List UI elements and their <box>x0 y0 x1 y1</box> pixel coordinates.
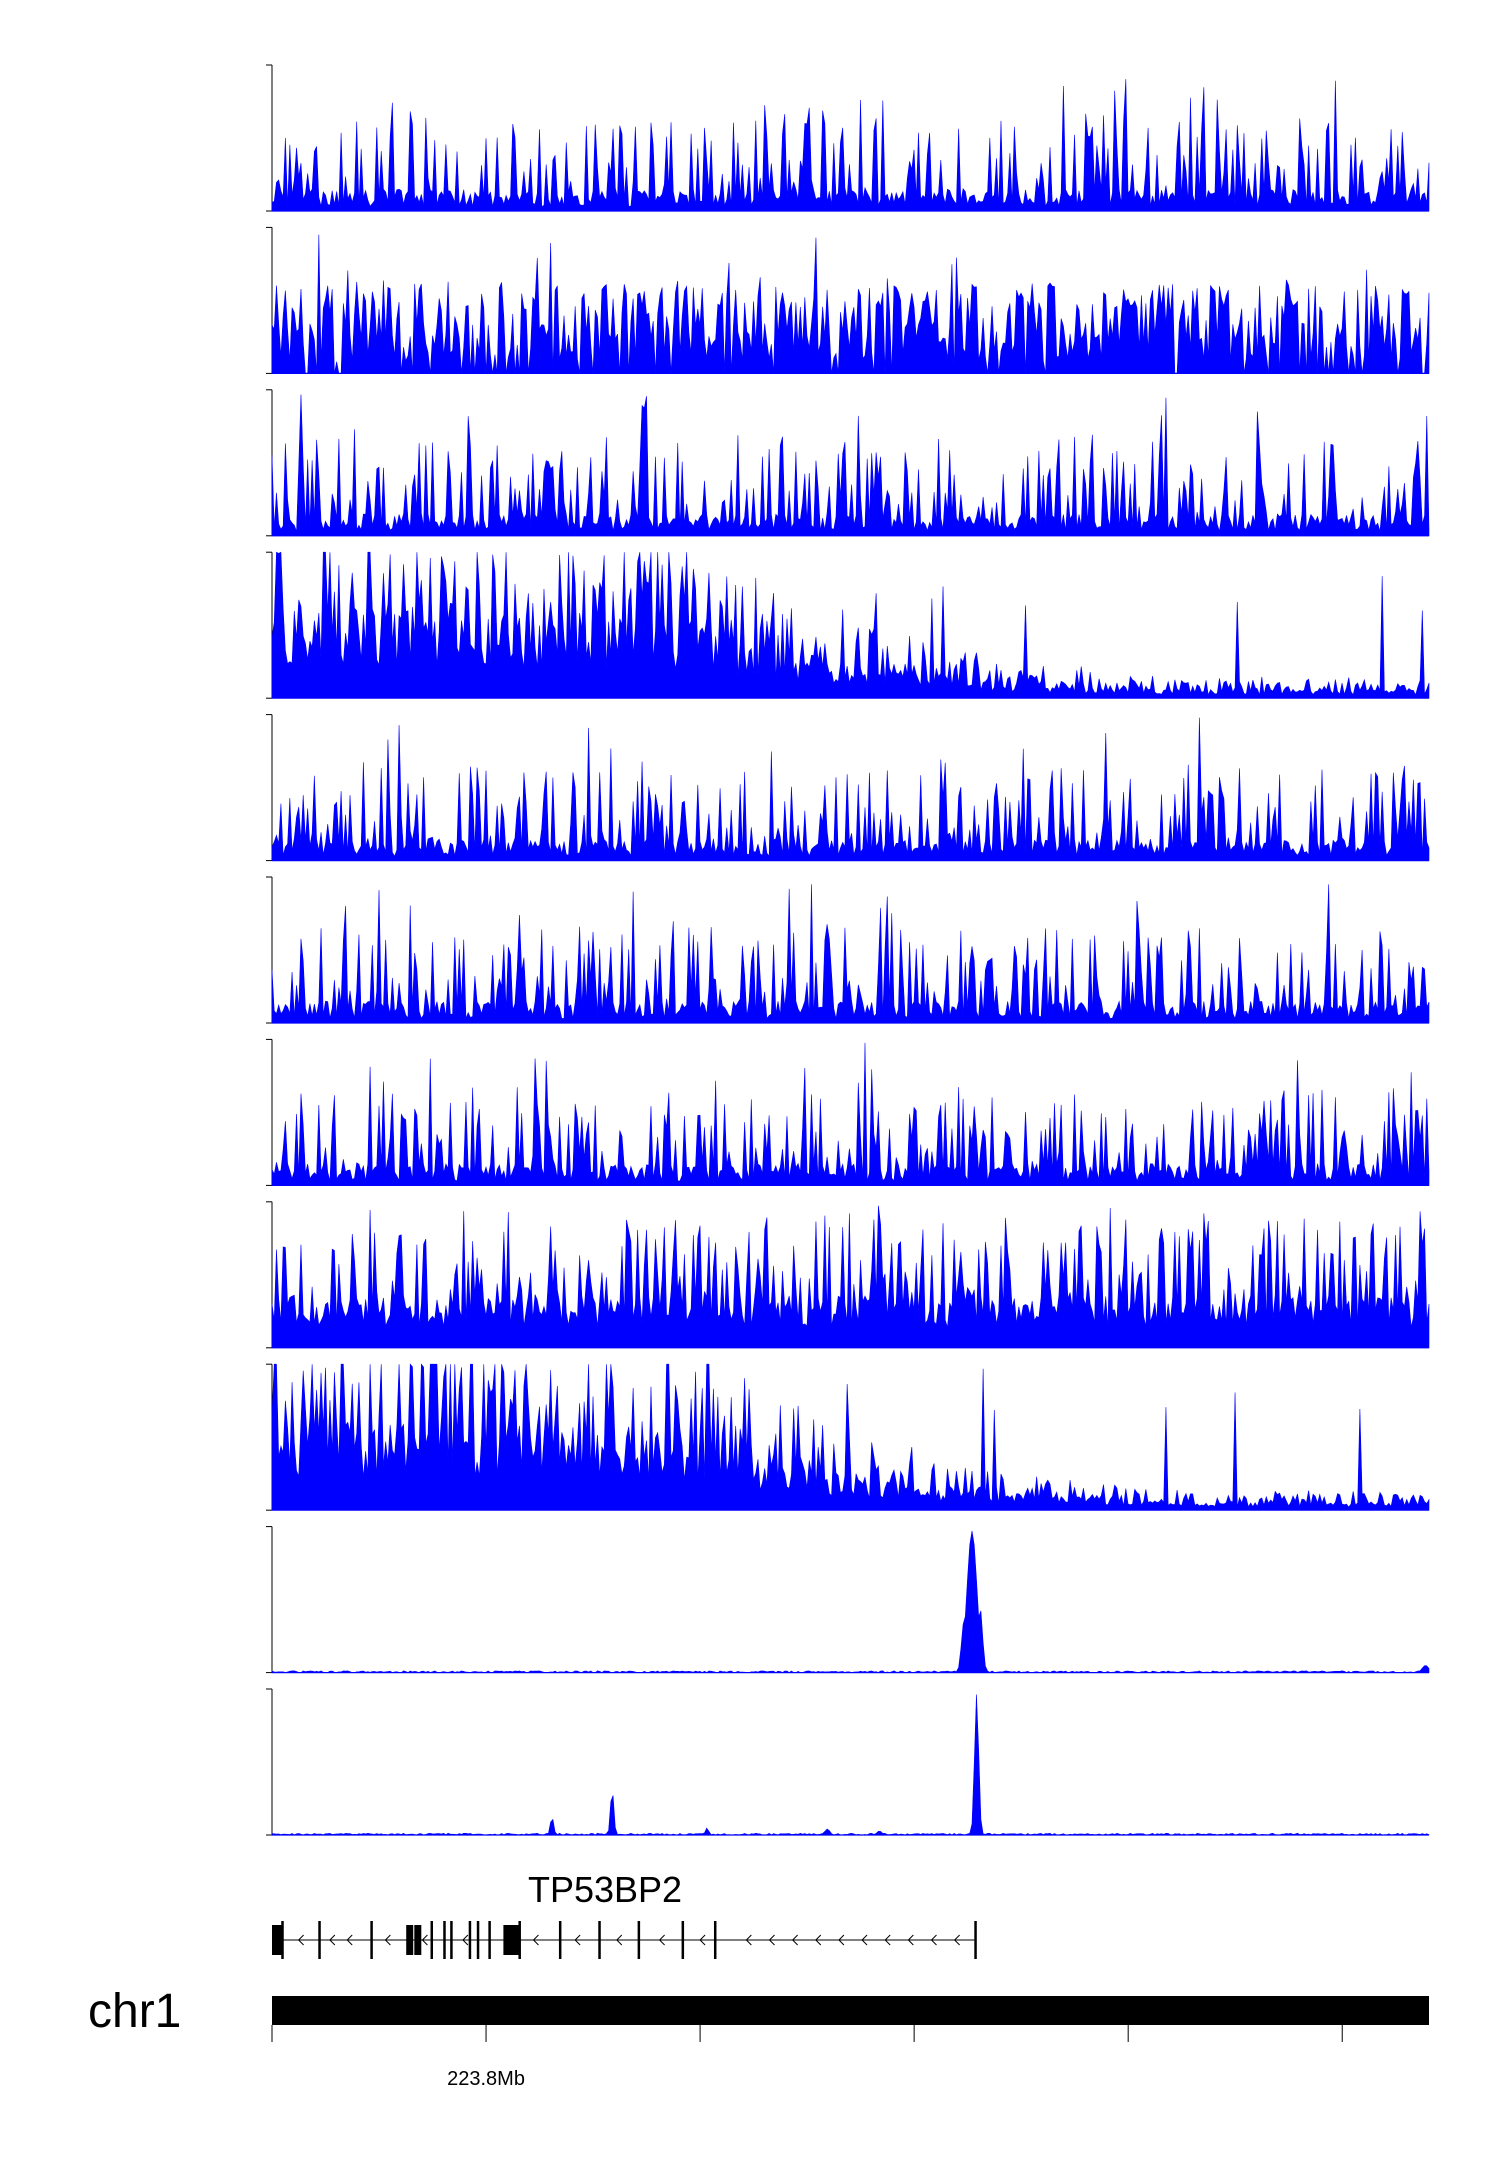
strand-arrow <box>699 1934 706 1946</box>
strand-arrow <box>930 1934 937 1946</box>
coverage-area <box>271 79 1430 212</box>
strand-arrow <box>745 1934 752 1946</box>
strand-arrow <box>815 1934 822 1946</box>
exon <box>488 1921 491 1959</box>
strand-arrow <box>791 1934 799 1946</box>
strand-arrow <box>574 1934 581 1946</box>
exon <box>503 1925 511 1955</box>
exon <box>637 1921 641 1959</box>
track-GSM6824684 <box>266 64 1430 212</box>
coverage-area <box>271 884 1430 1024</box>
exon <box>443 1921 446 1959</box>
track-GSM6824680 <box>266 714 1430 862</box>
strand-arrow <box>346 1934 353 1946</box>
strand-arrow <box>421 1934 428 1946</box>
strand-arrow <box>329 1934 336 1946</box>
strand-arrow <box>616 1934 623 1946</box>
chromosome-ticks <box>271 2025 1343 2042</box>
coverage-area <box>271 1363 1430 1511</box>
chromosome-ideogram: chr1 223.8Mb <box>88 1985 1429 2090</box>
coverage-area <box>271 551 1430 699</box>
strand-arrow <box>768 1934 775 1946</box>
exon <box>281 1921 284 1959</box>
exon <box>406 1925 414 1955</box>
exon <box>468 1921 472 1959</box>
chromosome-bar <box>272 1996 1429 2025</box>
strand-arrow <box>297 1934 304 1946</box>
strand-arrow <box>907 1934 914 1946</box>
coverage-area <box>271 1530 1430 1673</box>
gene-label: TP53BP2 <box>528 1869 682 1910</box>
coverage-area <box>271 717 1430 861</box>
strand-arrow <box>462 1934 469 1946</box>
strand-arrow <box>532 1934 539 1946</box>
exon <box>598 1921 601 1959</box>
track-GSM6824679 <box>266 876 1430 1024</box>
strand-arrow <box>384 1934 391 1946</box>
exon <box>558 1921 562 1959</box>
position-label: 223.8Mb <box>447 2068 525 2090</box>
exon <box>370 1921 373 1959</box>
exon <box>430 1921 434 1959</box>
track-GSM6824675 <box>266 1526 1430 1674</box>
exon <box>713 1921 717 1959</box>
track-GSM6824677 <box>266 1201 1430 1349</box>
exon <box>512 1925 520 1955</box>
strand-arrow <box>861 1934 868 1946</box>
track-GSM6824682 <box>266 389 1430 537</box>
exon <box>476 1921 480 1959</box>
exon <box>518 1921 521 1959</box>
strand-arrow <box>838 1934 845 1946</box>
track-GSM6824683 <box>266 226 1430 374</box>
coverage-area <box>271 1694 1430 1836</box>
track-GSM6824678 <box>266 1038 1430 1187</box>
track-GSM6824681 <box>266 551 1430 699</box>
exon <box>272 1925 282 1955</box>
exon <box>414 1925 422 1955</box>
coverage-area <box>271 394 1430 537</box>
strand-arrow <box>953 1934 960 1946</box>
strand-arrow <box>884 1934 891 1946</box>
gene-model: TP53BP2 <box>272 1869 977 1959</box>
coverage-tracks <box>266 64 1430 1836</box>
track-GSM6824676 <box>266 1363 1430 1511</box>
coverage-area <box>271 234 1430 374</box>
coverage-area <box>271 1205 1430 1349</box>
strand-arrow <box>658 1934 665 1946</box>
exon <box>974 1921 977 1959</box>
track-GSM6824674 <box>266 1688 1430 1836</box>
chromosome-label: chr1 <box>88 1985 181 2038</box>
exon <box>681 1921 685 1959</box>
coverage-area <box>271 1042 1430 1186</box>
exon <box>450 1921 453 1959</box>
exon <box>318 1921 321 1959</box>
